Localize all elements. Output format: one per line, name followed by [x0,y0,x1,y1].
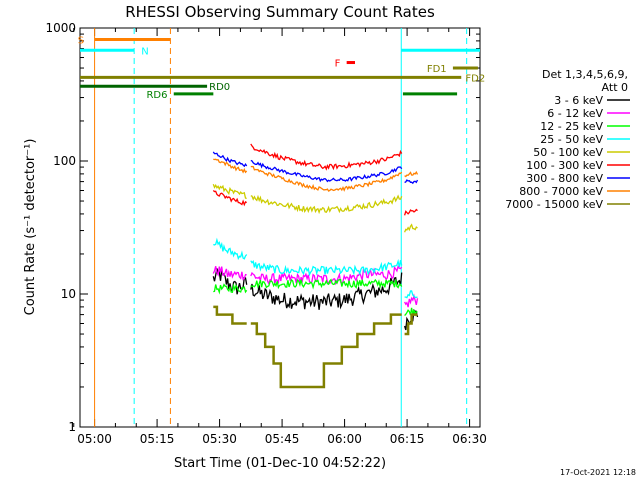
flag-bars: S N F FD1 FD2 RD0 RD6 [78,35,485,100]
series-line [213,283,248,295]
x-tick-label: 05:30 [202,432,237,446]
series-line [250,278,403,290]
legend-label: 6 - 12 keV [547,107,603,120]
legend-label: 800 - 7000 keV [519,185,603,198]
y-tick-label: 100 [53,154,76,168]
tick-labels: 05:00 05:15 05:30 05:45 06:00 06:15 06:30 1 10 10… [45,21,486,446]
time-markers [94,28,468,427]
flag-label: RD0 [209,82,230,93]
series-line [250,258,403,277]
x-tick-label: 05:45 [265,432,300,446]
legend-label: 25 - 50 keV [540,133,603,146]
legend-label: 50 - 100 keV [533,146,603,159]
footer-date: 17-Oct-2021 12:18 [560,468,636,477]
legend-header: Att 0 [602,81,628,94]
legend-header: Det 1,3,4,5,6,9, [542,68,628,81]
axis-ticks [73,27,480,428]
x-tick-label: 06:15 [390,432,425,446]
series-line [212,266,247,281]
legend-label: 3 - 6 keV [554,94,603,107]
plot-frame [79,27,481,428]
series-line [403,208,418,216]
series-line [250,159,403,183]
y-tick-label: 1 [68,420,76,434]
series-line [404,179,419,185]
legend-label: 7000 - 15000 keV [505,198,603,211]
flag-label: FD2 [465,73,485,84]
legend-label: 12 - 25 keV [540,120,603,133]
series-line [212,190,248,207]
x-tick-label: 06:30 [452,432,487,446]
flag-label: FD1 [427,64,447,75]
flag-label: N [141,46,148,57]
y-axis-label: Count Rate (s⁻¹ detector⁻¹) [23,139,38,316]
legend-label: 300 - 800 keV [526,172,603,185]
chart-title: RHESSI Observing Summary Count Rates [125,3,435,21]
y-tick-label: 1000 [45,21,76,35]
series-line [404,290,418,299]
series-line [212,151,248,168]
series-line [404,293,419,308]
legend-label: 100 - 300 keV [526,159,603,172]
series-line [404,313,418,336]
series-line [212,183,247,200]
series-line [213,237,248,261]
x-tick-label: 05:00 [77,432,112,446]
series-line [213,158,248,174]
y-tick-label: 10 [61,287,76,301]
series-line [250,272,403,310]
series-line [250,165,403,192]
x-axis-label: Start Time (01-Dec-10 04:52:22) [174,456,386,471]
series-line [213,305,247,325]
flag-label: S [78,35,84,46]
series-line [404,170,419,178]
series-line [404,223,418,233]
x-tick-label: 06:00 [327,432,362,446]
series-line [250,265,403,286]
flag-label: F [335,59,341,70]
series-line [250,313,402,389]
series-line [250,143,403,171]
x-tick-label: 05:15 [140,432,175,446]
series-line [250,194,403,215]
flag-label: RD6 [146,90,167,101]
rate-series [212,143,419,389]
